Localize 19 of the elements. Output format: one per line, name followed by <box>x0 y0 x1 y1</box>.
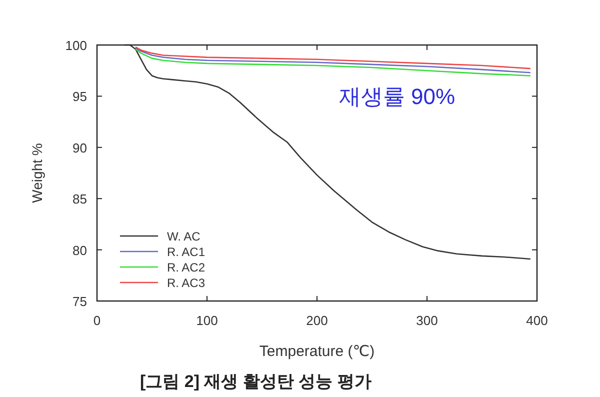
y-tick-label: 75 <box>72 294 87 309</box>
y-tick-label: 95 <box>72 89 87 104</box>
y-tick-label: 80 <box>72 242 87 258</box>
legend-label: W. AC <box>167 230 201 244</box>
text: [그림 2] 재생 활성탄 성능 평가 <box>140 372 372 391</box>
y-tick-label: 90 <box>72 140 87 156</box>
x-tick-label: 0 <box>93 313 101 328</box>
x-tick-label: 200 <box>306 313 328 328</box>
y-axis-title: Weight % <box>29 143 45 203</box>
y-tick-label: 85 <box>72 192 87 207</box>
annotation: 재생률 90% <box>338 84 456 109</box>
y-tick-label: 100 <box>65 38 87 53</box>
legend-label: R. AC1 <box>167 245 206 259</box>
x-tick-label: 400 <box>526 313 548 328</box>
legend-label: R. AC3 <box>167 276 206 290</box>
x-tick-label: 300 <box>416 313 438 328</box>
x-axis-title: Temperature (℃) <box>259 343 375 360</box>
legend-label: R. AC2 <box>167 260 206 274</box>
x-tick-label: 100 <box>196 313 218 328</box>
